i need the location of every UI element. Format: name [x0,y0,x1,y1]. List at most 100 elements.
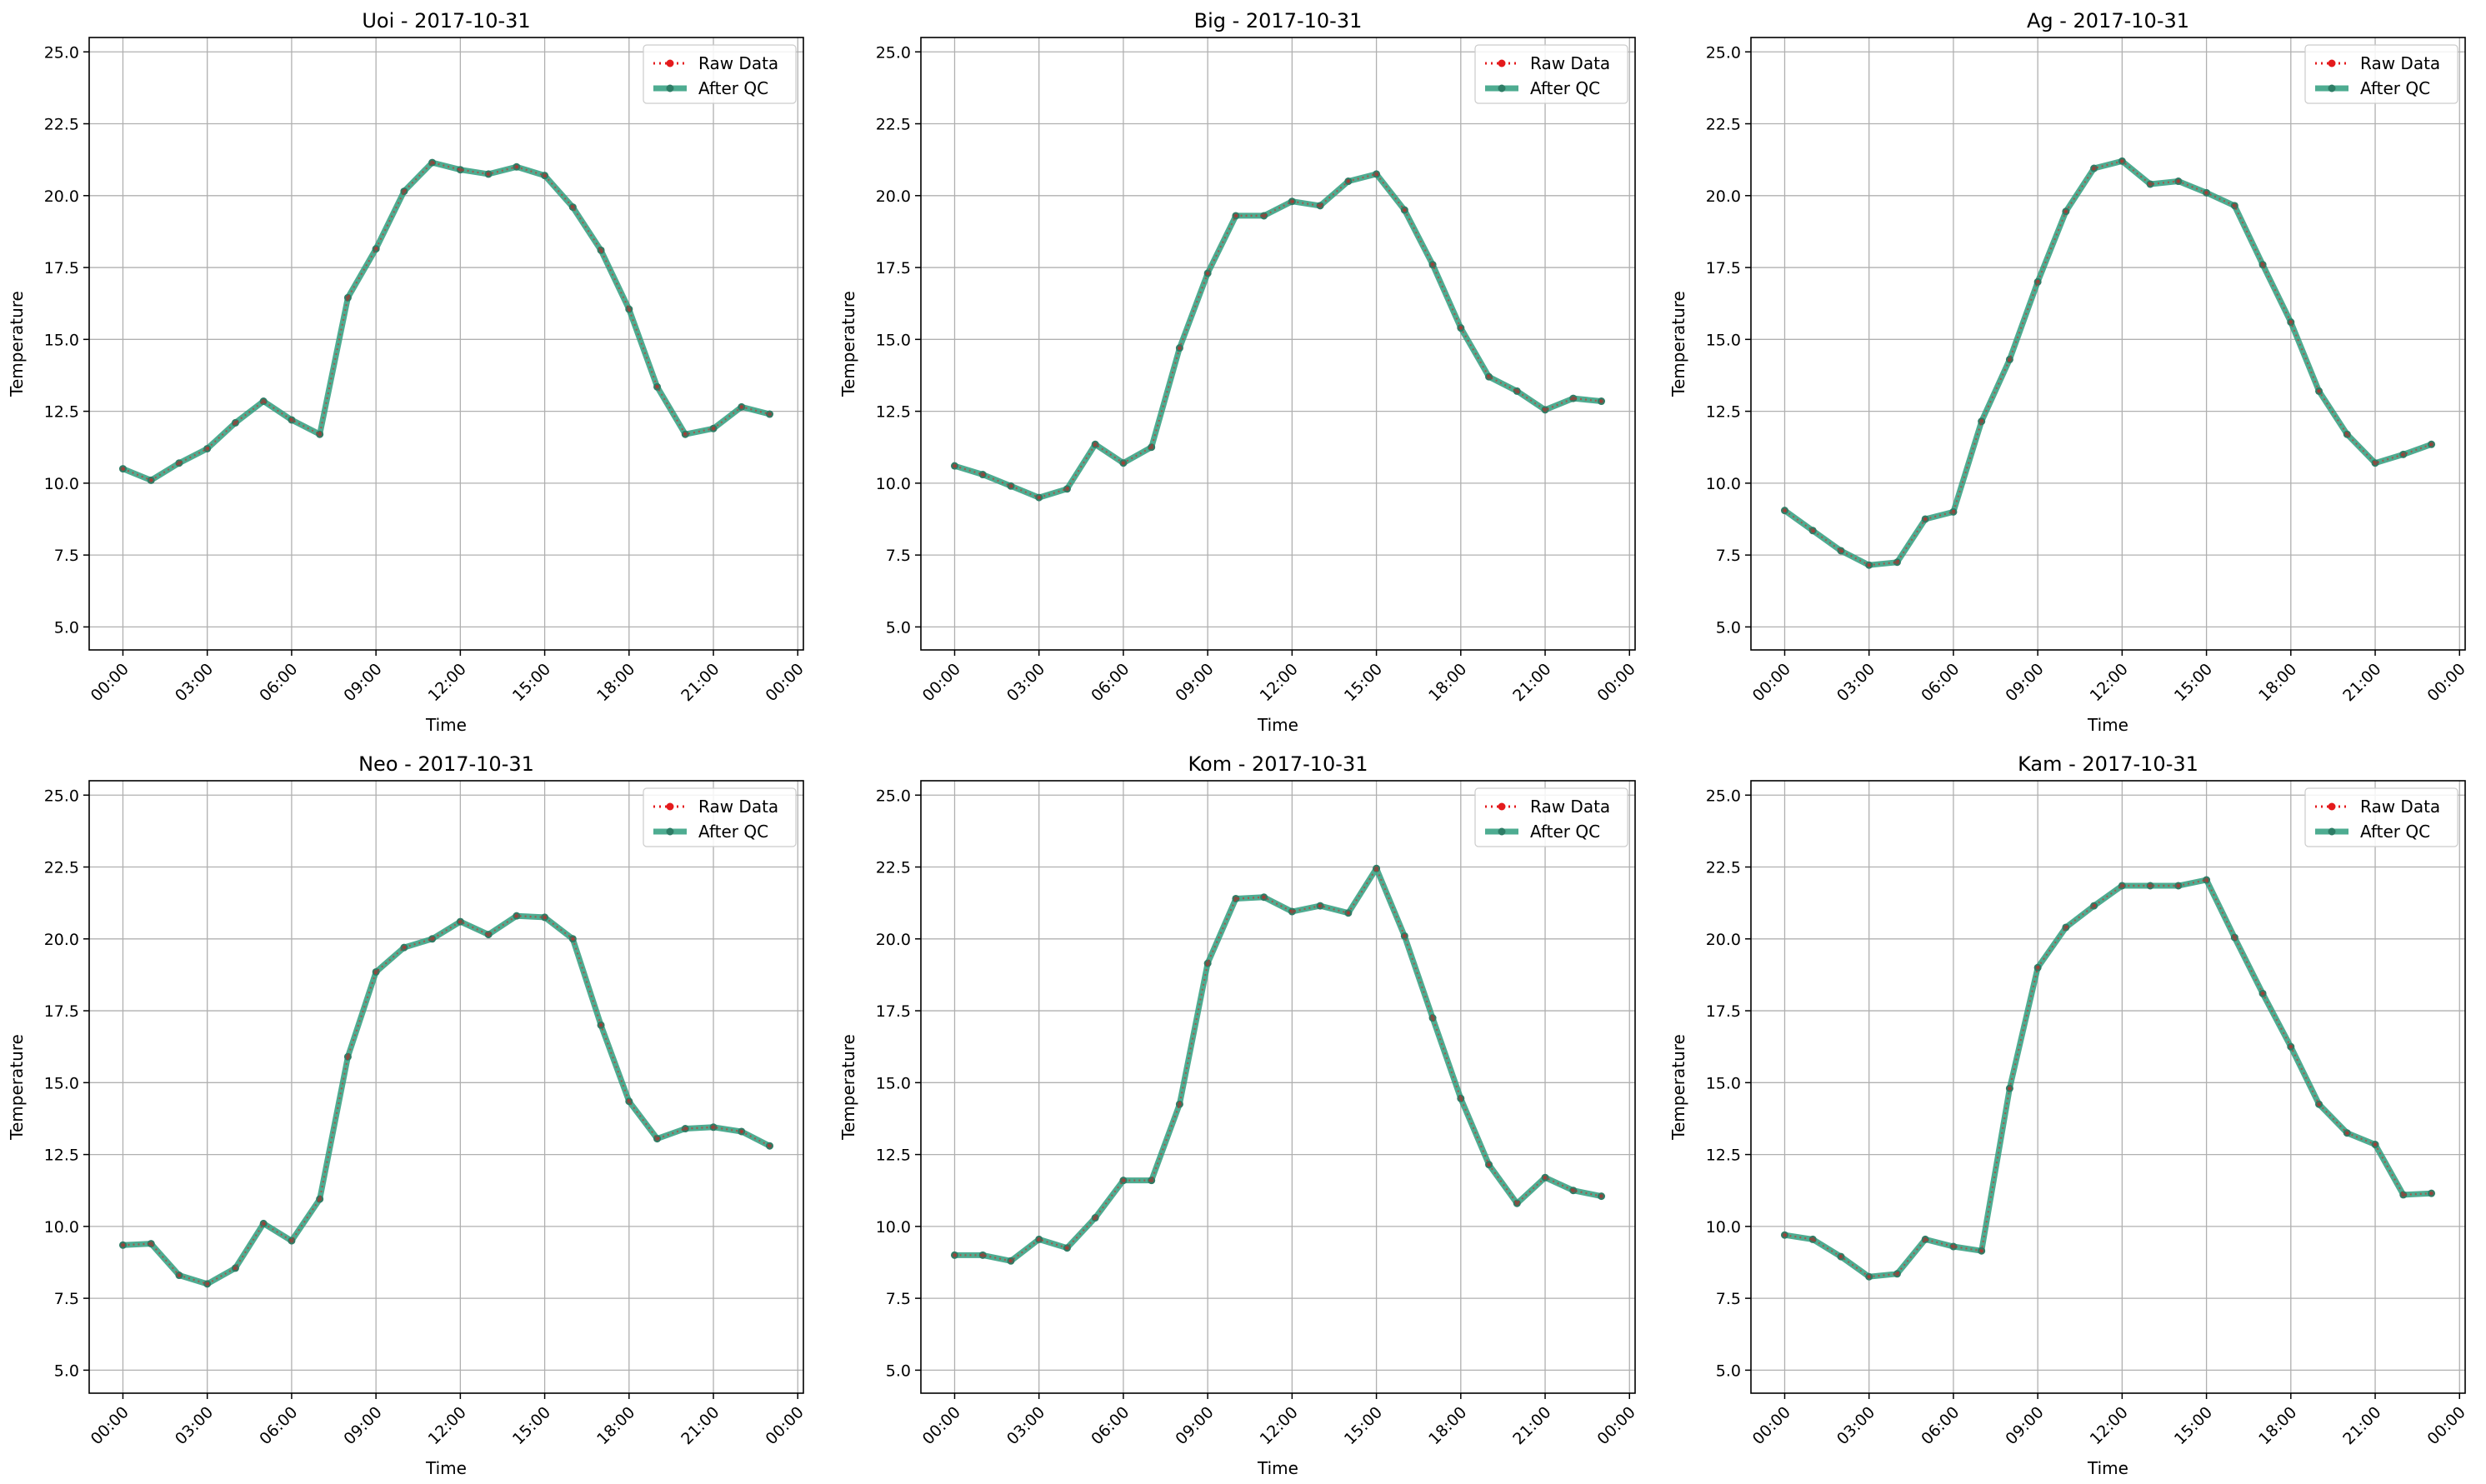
raw-data-point [980,472,985,477]
legend: Raw Data After QC [643,44,797,104]
y-tick-label: 20.0 [876,931,911,949]
grid [89,37,803,650]
y-tick-label: 5.0 [1716,1362,1741,1380]
x-axis-label: Time [2087,715,2128,735]
y-tick-label: 20.0 [44,187,79,206]
raw-data-point [2344,1131,2349,1136]
raw-data-point [570,937,575,942]
raw-data-point [1233,896,1238,901]
grid [921,37,1635,650]
raw-data-point [598,247,603,252]
raw-data-point [1177,346,1182,351]
x-tick-label: 00:00 [919,660,964,705]
y-tick-label: 17.5 [1706,1002,1741,1021]
x-tick-label: 18:00 [2255,1403,2300,1448]
raw-data-point [233,420,238,425]
after-qc-point [1091,440,1099,448]
raw-data-point [2176,179,2181,184]
after-qc-point [766,410,774,418]
legend-marker-after-qc [2328,827,2336,836]
legend-label-raw-data: Raw Data [698,53,778,73]
grid [89,781,803,1393]
y-tick-label: 17.5 [44,259,79,277]
raw-data-point [2092,903,2097,908]
raw-data-point [1289,909,1294,914]
after-qc-point [1808,527,1817,535]
legend: Raw Data After QC [643,787,797,847]
raw-data-point [2119,158,2124,163]
raw-data-point [1894,560,1899,565]
raw-data-point [373,247,378,252]
legend-label-after-qc: After QC [1530,78,1600,98]
x-tick-label: 09:00 [1172,1403,1217,1448]
raw-data-point [1093,1216,1098,1221]
raw-data-point [1430,1016,1435,1021]
x-tick-label: 09:00 [340,1403,385,1448]
after-qc-point [456,166,464,174]
legend-marker-raw-data [666,59,674,67]
after-qc-point [950,462,958,470]
after-qc-point [118,1241,127,1249]
x-tick-label: 21:00 [678,660,723,705]
x-tick-label: 21:00 [678,1403,723,1448]
after-qc-point [568,203,577,212]
x-tick-label: 00:00 [763,1403,808,1448]
y-tick-label: 22.5 [44,859,79,877]
y-tick-label: 25.0 [876,43,911,62]
raw-data-point [1037,495,1042,500]
x-tick-label: 00:00 [88,660,133,705]
raw-data-point [120,1242,125,1247]
x-tick-label: 00:00 [1594,1403,1639,1448]
after-qc-point [1780,1231,1788,1239]
raw-data-point [1008,1258,1013,1263]
x-tick-label: 15:00 [509,1403,554,1448]
raw-data-point [1923,1237,1928,1242]
raw-data-point [1599,1194,1604,1199]
legend-label-after-qc: After QC [2360,822,2430,842]
after-qc-point [1007,1257,1015,1265]
x-axis-label: Time [1257,1458,1298,1478]
legend-label-raw-data: Raw Data [2360,53,2440,73]
raw-data-point [120,467,125,472]
raw-data-point [711,426,716,431]
y-tick-label: 12.5 [876,403,911,422]
after-qc-point [1428,1014,1437,1022]
y-tick-label: 7.5 [886,547,911,565]
raw-data-point [205,1282,210,1287]
y-tick-label: 7.5 [54,547,79,565]
raw-data-point [2204,877,2209,882]
grid [921,781,1635,1393]
raw-data-point [711,1125,716,1130]
plot-frame [88,780,804,1394]
y-axis-label: Temperature [838,1034,858,1141]
raw-data-point [1318,203,1323,208]
after-qc-point [1949,1242,1958,1251]
raw-data-point [2035,965,2040,970]
legend-label-after-qc: After QC [698,822,768,842]
raw-data-point [1979,419,1984,424]
raw-data-point [570,205,575,210]
raw-data-point [952,1252,957,1257]
legend-marker-raw-data [666,802,674,811]
legend-marker-raw-data [2328,802,2336,811]
y-tick-label: 12.5 [44,1147,79,1165]
raw-data-point [289,1238,294,1243]
after-qc-point [1457,1094,1465,1102]
series-line-raw-data [123,915,771,1286]
raw-data-point [430,937,435,942]
raw-data-point [655,1137,660,1142]
raw-data-point [1543,407,1548,412]
y-tick-label: 22.5 [876,116,911,134]
x-tick-label: 00:00 [919,1403,964,1448]
chart-title: Neo - 2017-10-31 [358,752,534,776]
after-qc-point [2230,202,2238,210]
x-tick-label: 09:00 [1172,660,1217,705]
raw-data-point [486,932,491,937]
after-qc-point [1007,482,1015,490]
raw-data-point [627,307,632,312]
raw-data-point [1374,866,1379,871]
after-qc-point [1978,417,1986,426]
y-tick-label: 15.0 [44,1074,79,1092]
after-qc-point [2090,164,2098,172]
raw-data-point [1867,1274,1872,1279]
